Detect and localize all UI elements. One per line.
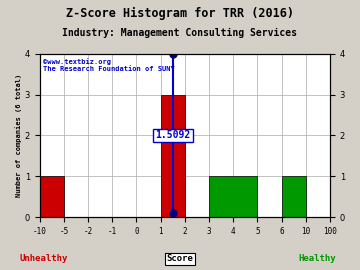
- Text: Z-Score Histogram for TRR (2016): Z-Score Histogram for TRR (2016): [66, 7, 294, 20]
- Text: Score: Score: [167, 254, 193, 263]
- Bar: [161, 94, 185, 217]
- Y-axis label: Number of companies (6 total): Number of companies (6 total): [15, 74, 22, 197]
- Bar: [282, 176, 306, 217]
- Text: Industry: Management Consulting Services: Industry: Management Consulting Services: [63, 28, 297, 38]
- Text: 1.5092: 1.5092: [156, 130, 190, 140]
- Bar: [209, 176, 257, 217]
- Text: ©www.textbiz.org
The Research Foundation of SUNY: ©www.textbiz.org The Research Foundation…: [43, 59, 175, 72]
- Bar: [40, 176, 64, 217]
- Text: Unhealthy: Unhealthy: [19, 254, 67, 263]
- Text: Healthy: Healthy: [298, 254, 336, 263]
